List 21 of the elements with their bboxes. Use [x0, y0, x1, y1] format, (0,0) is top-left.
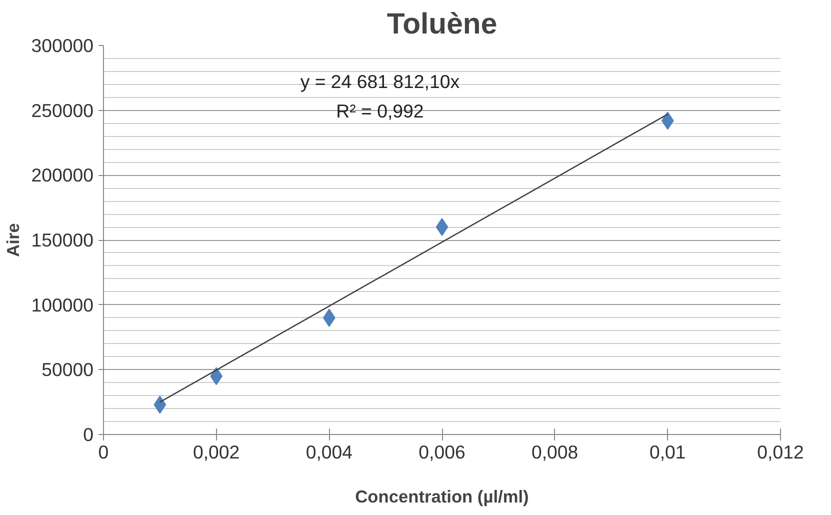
y-axis-title: Aire	[3, 222, 24, 257]
y-tick-label: 150000	[31, 230, 94, 250]
x-tick-label: 0,006	[418, 442, 466, 462]
x-tick-label: 0	[98, 442, 109, 462]
y-tick-label: 300000	[31, 35, 94, 56]
x-tick-label: 0,002	[192, 442, 240, 462]
y-tick-label: 200000	[31, 164, 94, 186]
point	[154, 396, 166, 414]
x-axis-title: Concentration (µl/ml)	[355, 486, 529, 506]
annotation: R² = 0,992	[336, 100, 424, 122]
chart-title: Toluène	[386, 8, 498, 40]
x-tick-label: 0,004	[306, 442, 353, 462]
x-tick-label: 0,008	[531, 442, 578, 462]
y-tick-label: 0	[83, 424, 94, 445]
y-tick-label: 250000	[31, 100, 94, 121]
x-tick-label: 0,012	[757, 442, 804, 462]
y-tick-label: 50000	[42, 359, 94, 380]
x-tick-label: 0,01	[650, 442, 686, 462]
point	[436, 218, 448, 236]
annotation: y = 24 681 812,10x	[300, 71, 460, 92]
y-tick-label: 100000	[31, 294, 94, 316]
